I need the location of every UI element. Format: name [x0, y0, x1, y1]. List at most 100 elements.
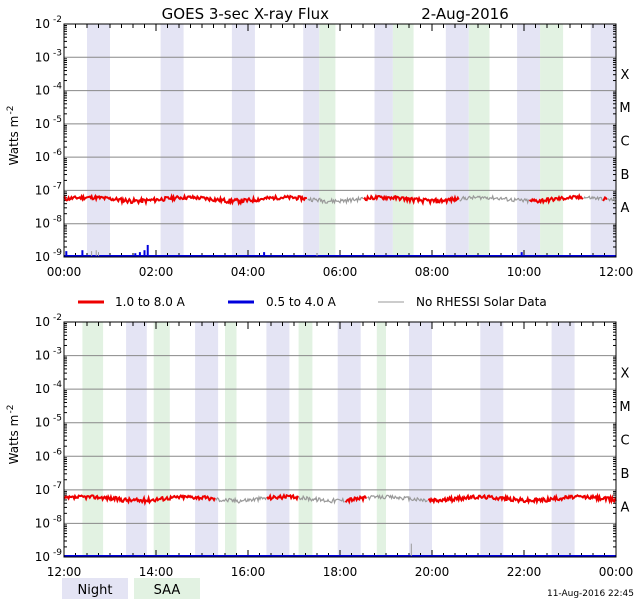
flare-class-label: X	[621, 68, 630, 83]
x-tick-label: 00:00	[47, 265, 82, 279]
flare-class-label: B	[621, 467, 630, 482]
x-tick-label: 16:00	[231, 565, 266, 579]
y-tick-exponent: -8	[53, 514, 62, 524]
night-band	[374, 24, 393, 257]
y-tick-exponent: -2	[53, 15, 62, 25]
y-tick-label: 10	[35, 50, 50, 64]
x-tick-label: 20:00	[415, 565, 450, 579]
x-tick-label: 22:00	[507, 565, 542, 579]
saa-band	[298, 322, 313, 557]
series-no-data-line	[307, 194, 617, 205]
y-tick-label: 10	[35, 349, 50, 363]
x-tick-label: 06:00	[323, 265, 358, 279]
flare-class-label: M	[619, 400, 630, 415]
y-tick-exponent: -8	[53, 215, 62, 225]
flare-class-label: M	[619, 101, 630, 116]
y-axis-title-exponent: -2	[6, 405, 16, 414]
x-tick-label: 00:00	[599, 565, 634, 579]
night-band	[195, 322, 219, 557]
y-axis-title: Watts m	[7, 116, 21, 166]
y-tick-exponent: -4	[53, 82, 62, 92]
y-tick-exponent: -3	[53, 347, 62, 357]
saa-band	[153, 322, 170, 557]
y-tick-exponent: -9	[53, 548, 62, 558]
flare-class-label: A	[621, 201, 630, 216]
panel-bottom: 10-910-810-710-610-510-410-310 -212:00 14:…	[6, 313, 633, 579]
y-tick-label: 10	[35, 449, 50, 463]
y-tick-exponent: -6	[53, 447, 62, 457]
generated-timestamp: 11-Aug-2016 22:45	[547, 589, 634, 599]
y-axis-title: Watts m	[7, 415, 21, 465]
saa-band	[225, 322, 237, 557]
y-tick-exponent: -2	[53, 313, 62, 323]
night-band	[445, 24, 469, 257]
x-tick-label: 14:00	[139, 565, 174, 579]
night-band	[480, 322, 504, 557]
night-band	[517, 24, 541, 257]
saa-band	[540, 24, 564, 257]
series-long-channel-line	[63, 192, 608, 207]
x-tick-label: 08:00	[415, 265, 450, 279]
x-tick-label: 18:00	[323, 565, 358, 579]
y-tick-label: 10	[35, 150, 50, 164]
night-band	[409, 322, 432, 557]
saa-band	[376, 322, 386, 557]
flare-class-label: A	[621, 501, 630, 516]
y-tick-exponent: -3	[53, 48, 62, 58]
night-band	[266, 322, 290, 557]
y-tick-label: 10	[35, 84, 50, 98]
x-tick-label: 12:00	[599, 265, 634, 279]
legend: 1.0 to 8.0 A 0.5 to 4.0 A No RHESSI Sola…	[78, 295, 547, 309]
y-tick-exponent: -4	[53, 380, 62, 390]
y-tick-label: 10	[35, 250, 50, 264]
chart-date: 2-Aug-2016	[421, 5, 509, 23]
flare-class-label: C	[620, 434, 629, 449]
y-tick-label: 10	[35, 516, 50, 530]
y-tick-exponent: -9	[53, 248, 62, 258]
night-band	[551, 322, 575, 557]
legend-label-no-data: No RHESSI Solar Data	[416, 295, 547, 309]
night-band	[337, 322, 361, 557]
y-tick-exponent: -5	[53, 414, 62, 424]
saa-band	[468, 24, 490, 257]
y-tick-exponent: -7	[53, 181, 62, 191]
panel-top: 10-910-810-710-610-510-410-310 -200:00 02:…	[6, 15, 633, 279]
night-band	[87, 24, 110, 257]
y-tick-label: 10	[35, 550, 50, 564]
y-tick-label: 10	[35, 117, 50, 131]
saa-band	[319, 24, 336, 257]
series-no-data-line	[215, 494, 428, 505]
y-tick-label: 10	[35, 382, 50, 396]
y-axis-title-exponent: -2	[6, 106, 16, 115]
legend-label-long-channel: 1.0 to 8.0 A	[115, 295, 186, 309]
y-tick-exponent: -7	[53, 481, 62, 491]
x-tick-label: 12:00	[47, 565, 82, 579]
saa-band	[82, 322, 104, 557]
night-key-label: Night	[78, 583, 113, 598]
legend-label-short-channel: 0.5 to 4.0 A	[266, 295, 337, 309]
night-band	[231, 24, 255, 257]
night-key-swatch	[62, 578, 128, 599]
y-tick-label: 10	[35, 217, 50, 231]
saa-key-label: SAA	[154, 583, 181, 598]
x-tick-label: 04:00	[231, 265, 266, 279]
y-tick-label: 10	[35, 315, 50, 329]
flare-class-label: C	[620, 135, 629, 150]
y-tick-exponent: -5	[53, 115, 62, 125]
y-tick-label: 10	[35, 183, 50, 197]
y-tick-exponent: -6	[53, 148, 62, 158]
night-band	[590, 24, 616, 257]
saa-band	[392, 24, 414, 257]
y-tick-label: 10	[35, 416, 50, 430]
x-tick-label: 10:00	[507, 265, 542, 279]
y-tick-label: 10	[35, 17, 50, 31]
chart-title: GOES 3-sec X-ray Flux	[162, 5, 329, 23]
night-band	[160, 24, 184, 257]
night-band	[126, 322, 147, 557]
flare-class-label: X	[621, 366, 630, 381]
night-band	[303, 24, 320, 257]
saa-key-swatch	[134, 578, 200, 599]
flare-class-label: B	[621, 168, 630, 183]
